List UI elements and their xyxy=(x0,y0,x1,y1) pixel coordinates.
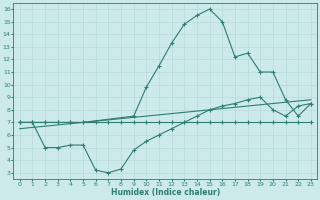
X-axis label: Humidex (Indice chaleur): Humidex (Indice chaleur) xyxy=(111,188,220,197)
